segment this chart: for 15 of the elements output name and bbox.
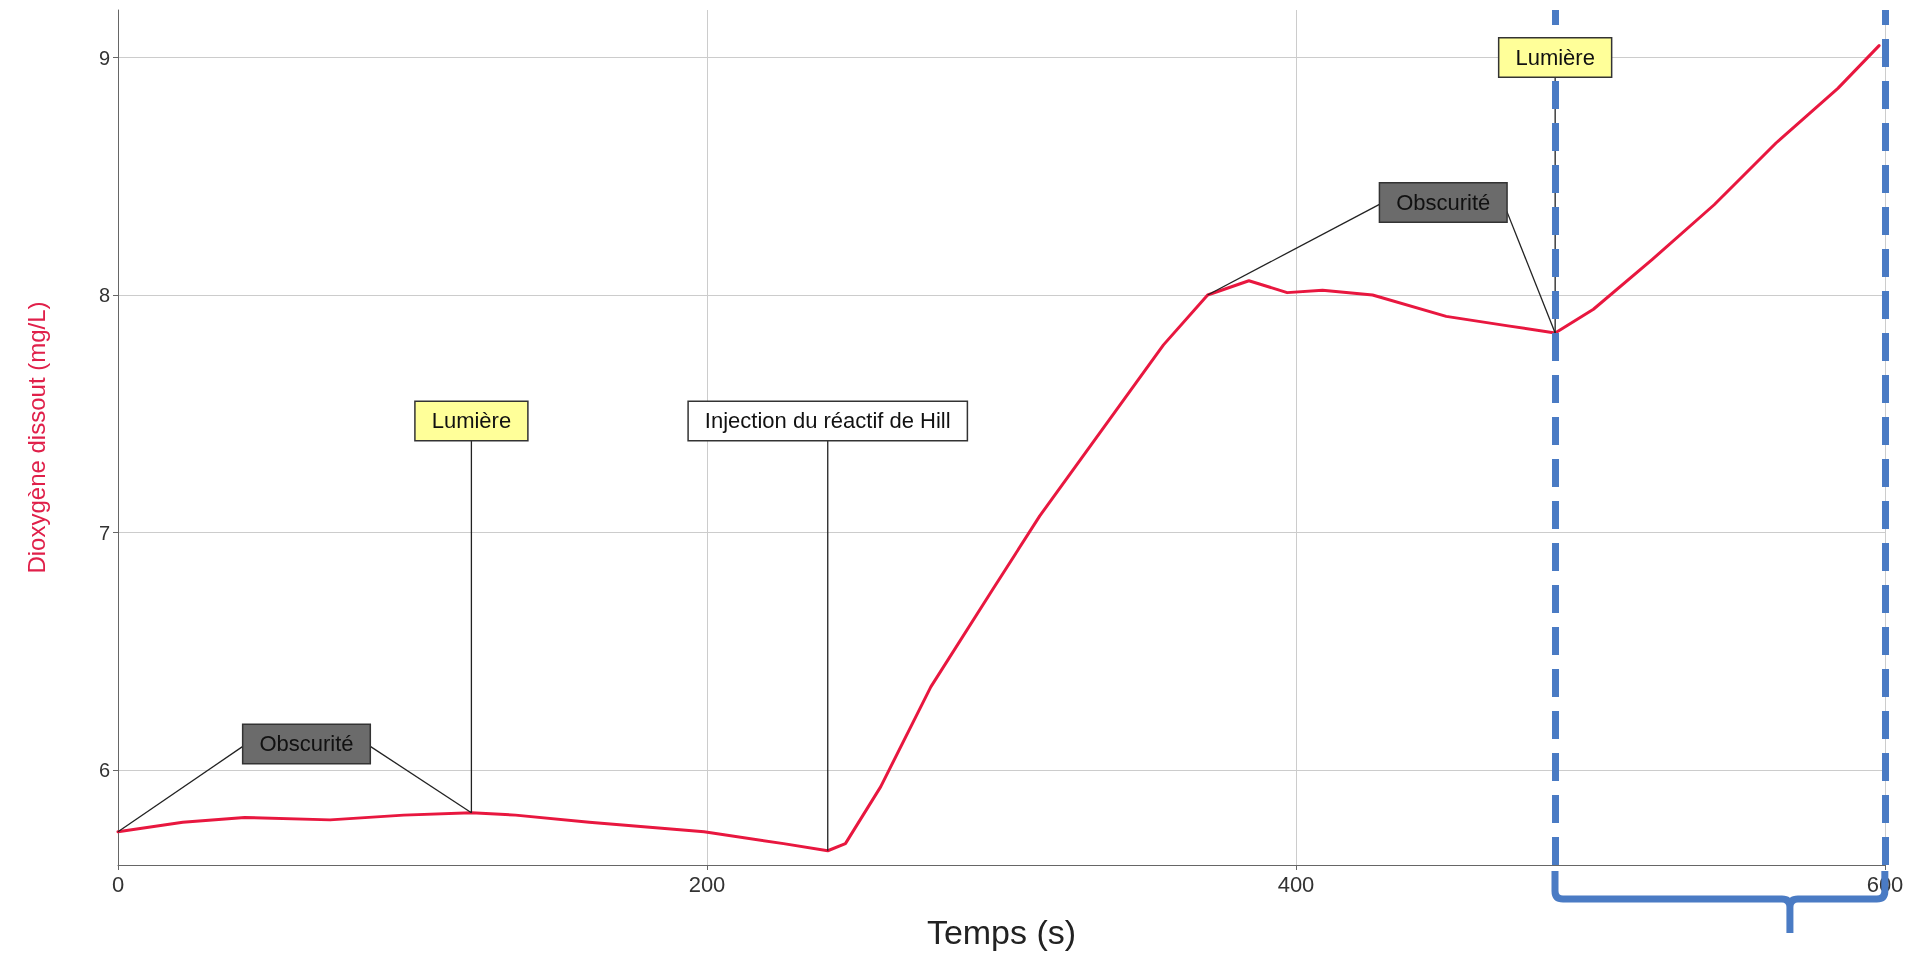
y-tick-label: 7: [98, 521, 110, 544]
y-axis-title: Dioxygène dissout (mg/L): [22, 301, 50, 574]
annotation: Obscurité: [1396, 189, 1491, 215]
x-tick-label: 400: [1277, 871, 1315, 897]
y-tick-label: 6: [98, 759, 110, 781]
annotation: Lumière: [431, 408, 512, 434]
x-axis-title: Temps (s): [926, 913, 1077, 951]
x-tick-label: 200: [688, 871, 726, 897]
y-tick-label: 9: [98, 46, 110, 69]
annotation: Obscurité: [259, 731, 354, 757]
line-series: [116, 44, 1881, 853]
annotation: Lumière: [1515, 45, 1595, 70]
annotation: Injection du réactif de Hill: [704, 408, 951, 434]
y-tick-label: 8: [98, 284, 110, 306]
x-tick-label: 0: [111, 871, 125, 897]
